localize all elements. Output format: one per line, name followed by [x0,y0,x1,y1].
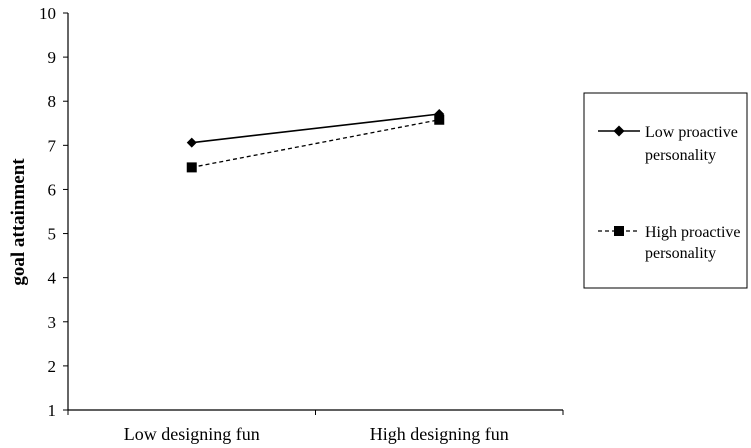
data-point-diamond [186,137,197,148]
legend-label-low-proactive-line1: Low proactive [645,124,738,141]
legend-label-high-proactive-line1: High proactive [645,224,741,241]
y-axis-title: goal attainment [8,158,29,286]
legend-entry-low-proactive: Low proactive personality [598,124,738,164]
y-tick-label: 9 [48,48,57,67]
y-axis-ticks: 1 2 3 4 5 6 7 8 9 10 [39,4,68,420]
legend-box [583,92,748,289]
x-category-label: High designing fun [370,424,509,444]
y-tick-label: 1 [48,401,57,420]
series-line-low-proactive [191,113,440,144]
y-tick-label: 7 [48,136,57,155]
legend-entry-high-proactive: High proactive personality [598,224,741,262]
y-tick-label: 3 [48,313,57,332]
y-tick-label: 4 [48,269,57,288]
series-layer [186,109,445,173]
y-tick-label: 6 [48,180,57,199]
data-point-square [186,162,197,173]
y-tick-label: 10 [39,4,56,23]
x-axis-ticks: Low designing fun High designing fun [67,410,564,444]
y-tick-label: 5 [48,225,57,244]
legend-label-high-proactive-line2: personality [645,245,716,262]
legend-diamond-marker-icon [613,125,625,137]
legend-square-marker-icon [614,226,624,236]
y-tick-label: 8 [48,92,57,111]
data-point-square [434,114,445,125]
series-line-high-proactive [191,119,440,169]
legend: Low proactive personality High proactive… [583,92,748,289]
legend-label-low-proactive-line2: personality [645,147,716,164]
x-category-label: Low designing fun [124,424,260,444]
y-tick-label: 2 [48,357,57,376]
